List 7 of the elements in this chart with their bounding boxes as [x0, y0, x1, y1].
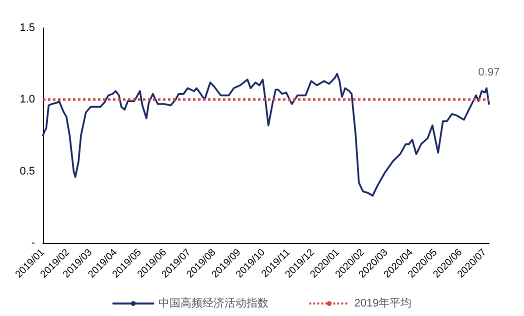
annotation: 0.97 [478, 66, 500, 78]
legend-label: 中国高频经济活动指数 [158, 296, 268, 310]
y-tick-label: - [31, 237, 36, 249]
y-tick-label: 0.5 [20, 165, 35, 178]
y-tick-label: 1.0 [20, 94, 35, 106]
legend-label: 2019年平均 [354, 298, 412, 310]
y-tick-label: 1.5 [20, 22, 35, 34]
